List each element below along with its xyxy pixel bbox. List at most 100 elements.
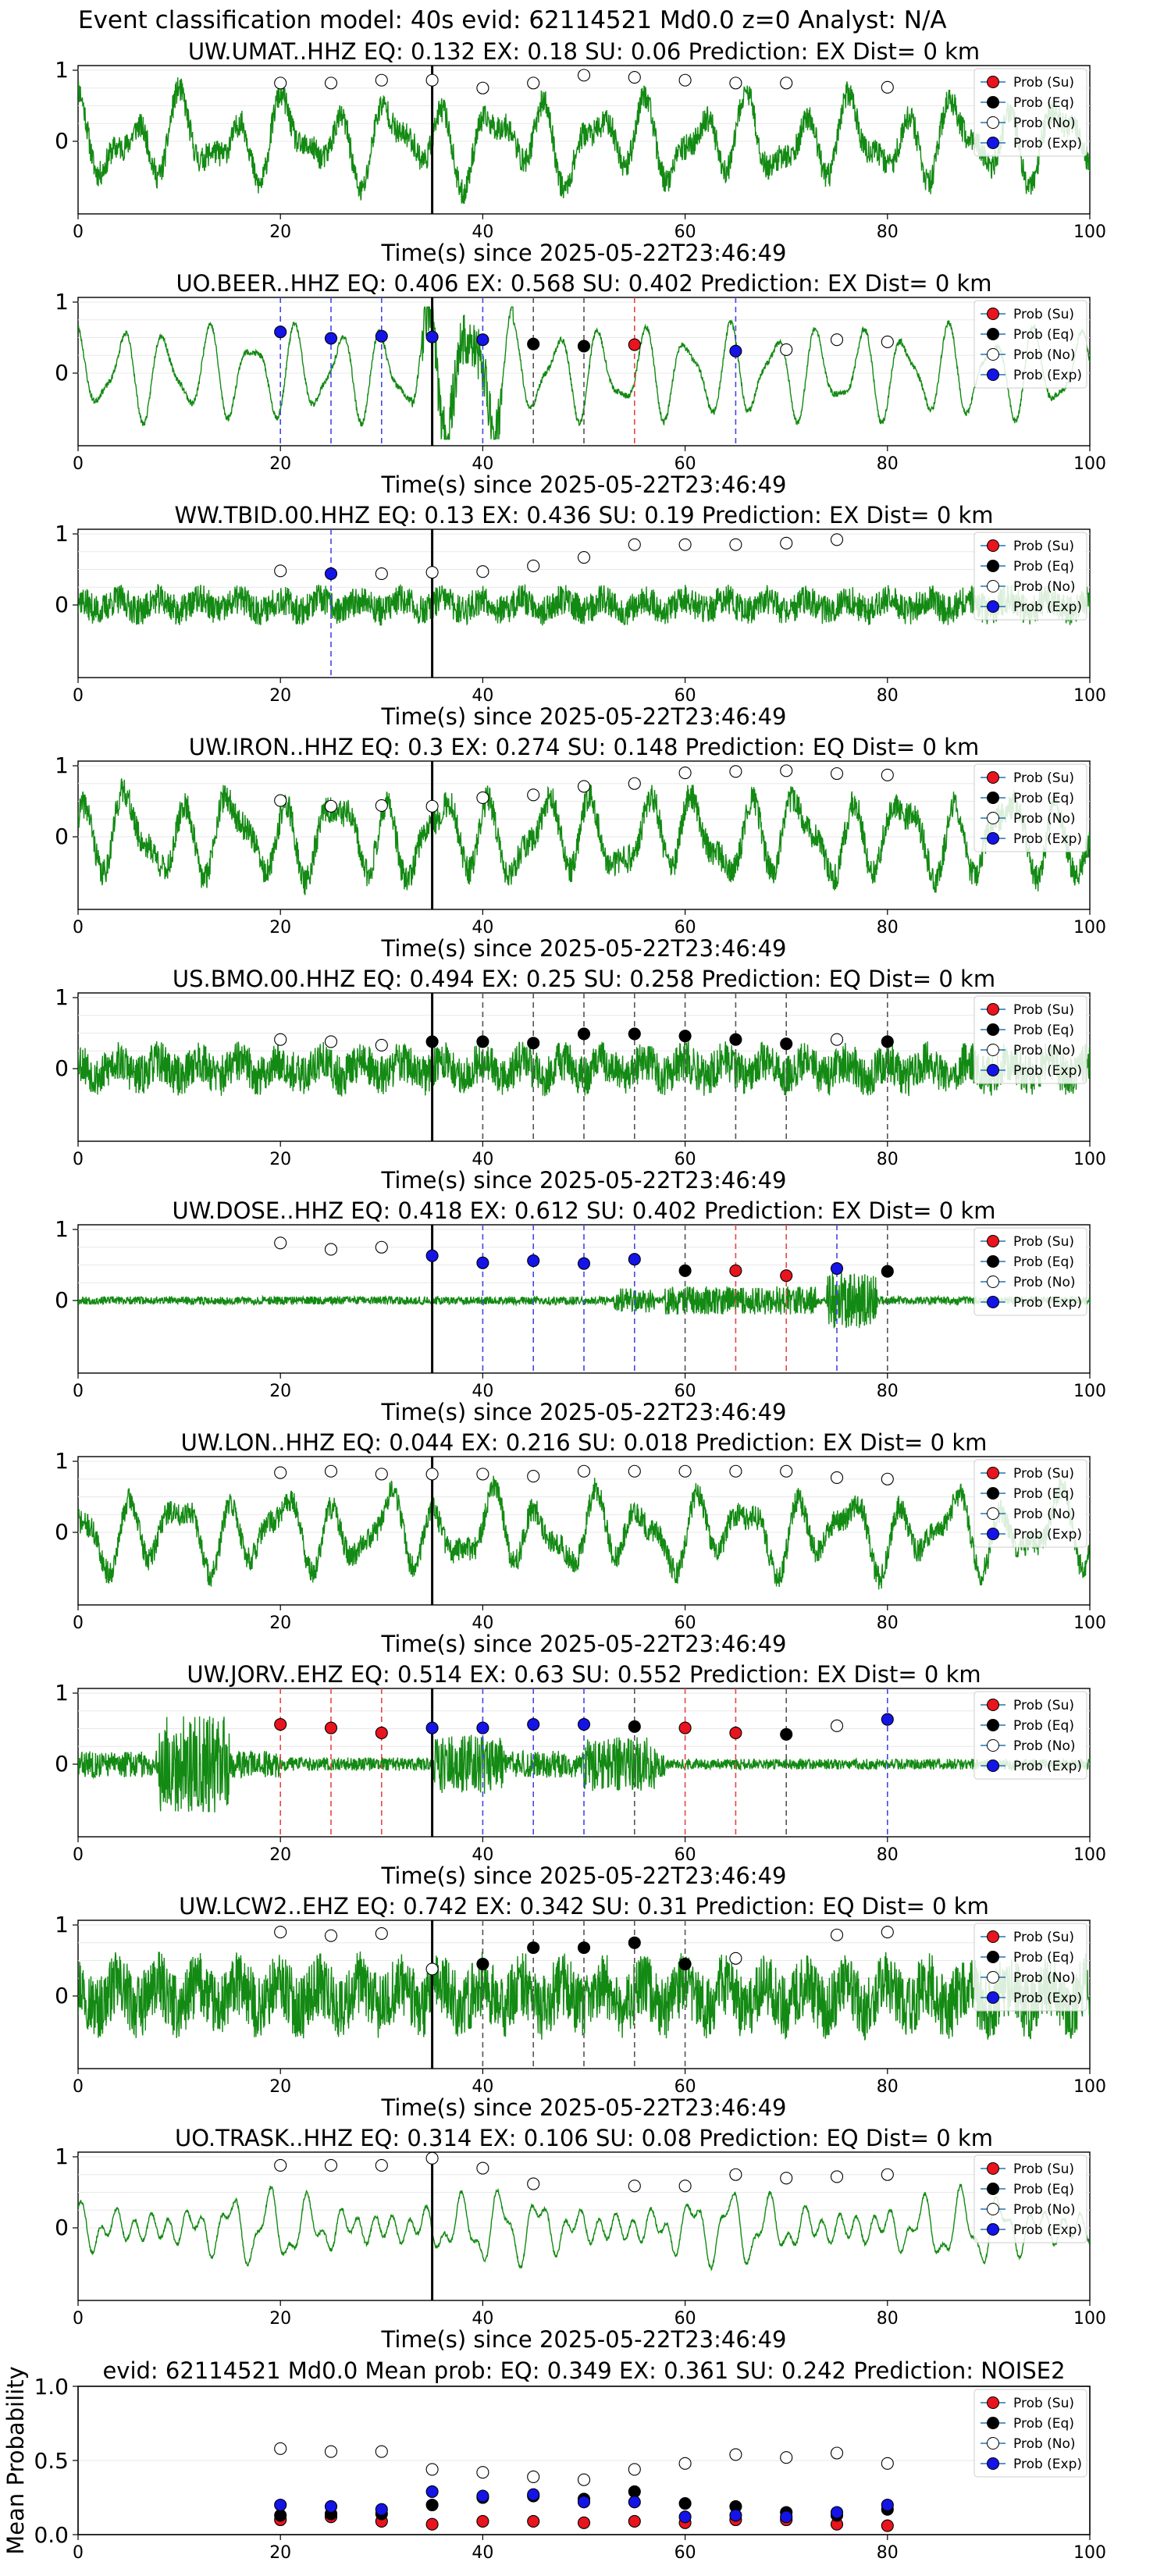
x-tick-label: 40 <box>472 1845 493 1865</box>
mean-marker-exp <box>830 2506 844 2519</box>
axes-box <box>77 65 1091 215</box>
legend-label: Prob (Su) <box>1013 1466 1074 1482</box>
x-tick-label: 60 <box>674 454 696 474</box>
y-tick-label: 0 <box>55 592 69 617</box>
y-tick-label: 1 <box>55 1912 69 1937</box>
legend-label: Prob (Su) <box>1013 539 1074 554</box>
mean-marker-su <box>476 2514 489 2528</box>
axes-frame: 0 20 40 60 80 100 <box>73 2151 1106 2329</box>
mean-marker-su <box>881 2519 894 2532</box>
legend-marker-exp <box>987 1064 999 1076</box>
x-tick-label: 0 <box>73 2077 84 2097</box>
prob-marker-su <box>375 1726 388 1740</box>
legend-marker-no <box>987 1044 999 1056</box>
y-tick-label: 0 <box>55 128 69 154</box>
legend-marker-eq <box>987 1255 999 1268</box>
legend-frame <box>973 532 1087 621</box>
prob-marker-no <box>881 80 894 94</box>
prob-marker-no <box>425 1468 439 1481</box>
legend-label: Prob (Eq) <box>1013 2416 1074 2432</box>
legend-frame <box>973 1691 1087 1780</box>
prob-marker-exp <box>274 326 287 339</box>
prob-marker-no <box>425 799 439 813</box>
mean-marker-no <box>375 2445 388 2458</box>
prob-marker-eq <box>678 1264 692 1277</box>
legend-marker-exp <box>987 1528 999 1540</box>
y-tick-label: 0 <box>55 2215 69 2240</box>
y-tick-label: 1 <box>55 753 69 778</box>
legend-label: Prob (Su) <box>1013 307 1074 322</box>
x-tick-label: 100 <box>1073 1382 1106 1401</box>
axes-frame: 0 20 40 60 80 100 <box>73 2386 1106 2563</box>
prob-marker-su <box>729 1726 742 1740</box>
mean-marker-su <box>527 2514 540 2528</box>
x-tick-label: 100 <box>1073 2543 1106 2563</box>
prob-marker-eq <box>577 1941 591 1955</box>
axes-frame: 0 20 40 60 80 100 <box>73 760 1106 938</box>
prob-marker-no <box>577 550 591 564</box>
prob-marker-eq <box>476 1035 489 1048</box>
prob-marker-no <box>527 559 540 573</box>
subplot-title: UW.LCW2..EHZ EQ: 0.742 EX: 0.342 SU: 0.3… <box>179 1893 989 1920</box>
x-axis-label: Time(s) since 2025-05-22T23:46:49 <box>381 1167 787 1194</box>
legend-marker-eq <box>987 2183 999 2195</box>
legend-label: Prob (Exp) <box>1013 1991 1082 2006</box>
subplot-title: UO.TRASK..HHZ EQ: 0.314 EX: 0.106 SU: 0.… <box>175 2125 993 2151</box>
subplot-title: US.BMO.00.HHZ EQ: 0.494 EX: 0.25 SU: 0.2… <box>173 966 995 992</box>
prob-marker-no <box>476 565 489 578</box>
prob-marker-no <box>577 69 591 82</box>
legend-marker-no <box>987 1276 999 1288</box>
x-tick-label: 0 <box>73 2309 84 2329</box>
y-tick-label: 0 <box>55 1983 69 2008</box>
mean-marker-exp <box>628 2496 641 2509</box>
x-tick-label: 0 <box>73 1150 84 1169</box>
prob-marker-no <box>324 76 338 90</box>
prob-marker-no <box>678 1464 692 1478</box>
legend-marker-su <box>987 2162 999 2175</box>
mean-marker-no <box>678 2457 692 2470</box>
x-tick-label: 80 <box>877 686 899 706</box>
prob-marker-eq <box>881 1265 894 1278</box>
legend-marker-exp <box>987 2223 999 2236</box>
prob-marker-eq <box>476 1958 489 1971</box>
legend: Prob (Su) Prob (Eq) Prob (No) Prob (Exp) <box>973 68 1087 157</box>
x-tick-label: 80 <box>877 454 899 474</box>
legend-marker-eq <box>987 560 999 572</box>
legend-label: Prob (No) <box>1013 1507 1076 1522</box>
legend-label: Prob (Su) <box>1013 770 1074 786</box>
legend-marker-su <box>987 1699 999 1711</box>
legend-label: Prob (Su) <box>1013 1002 1074 1018</box>
prob-marker-no <box>274 1236 287 1250</box>
prob-marker-no <box>274 794 287 807</box>
legend-frame <box>973 68 1087 157</box>
legend-frame <box>973 1227 1087 1316</box>
prob-marker-no <box>830 1471 844 1484</box>
legend-label: Prob (Eq) <box>1013 2182 1074 2197</box>
prob-marker-no <box>780 1464 793 1478</box>
mean-marker-no <box>527 2470 540 2483</box>
mean-marker-su <box>425 2517 439 2531</box>
legend-marker-su <box>987 1235 999 1247</box>
legend-marker-su <box>987 308 999 320</box>
legend-marker-su <box>987 539 999 552</box>
legend: Prob (Su) Prob (Eq) Prob (No) Prob (Exp) <box>973 763 1087 852</box>
x-tick-label: 0 <box>73 686 84 706</box>
legend-label: Prob (Su) <box>1013 1234 1074 1250</box>
x-tick-label: 0 <box>73 1382 84 1401</box>
prob-marker-no <box>780 536 793 550</box>
x-tick-label: 0 <box>73 1845 84 1865</box>
legend-label: Prob (No) <box>1013 347 1076 363</box>
prob-marker-no <box>830 1928 844 1941</box>
x-axis-label: Time(s) since 2025-05-22T23:46:49 <box>381 703 787 730</box>
prob-marker-exp <box>476 333 489 347</box>
mean-marker-exp <box>678 2510 692 2524</box>
mean-marker-exp <box>527 2488 540 2501</box>
x-tick-label: 40 <box>472 686 493 706</box>
prob-marker-eq <box>425 1035 439 1048</box>
waveform-trace <box>78 1716 1090 1813</box>
legend-label: Prob (Exp) <box>1013 831 1082 847</box>
subplot-title: UW.DOSE..HHZ EQ: 0.418 EX: 0.612 SU: 0.4… <box>172 1197 995 1224</box>
legend-marker-su <box>987 1003 999 1016</box>
x-tick-label: 60 <box>674 686 696 706</box>
legend-marker-eq <box>987 328 999 340</box>
